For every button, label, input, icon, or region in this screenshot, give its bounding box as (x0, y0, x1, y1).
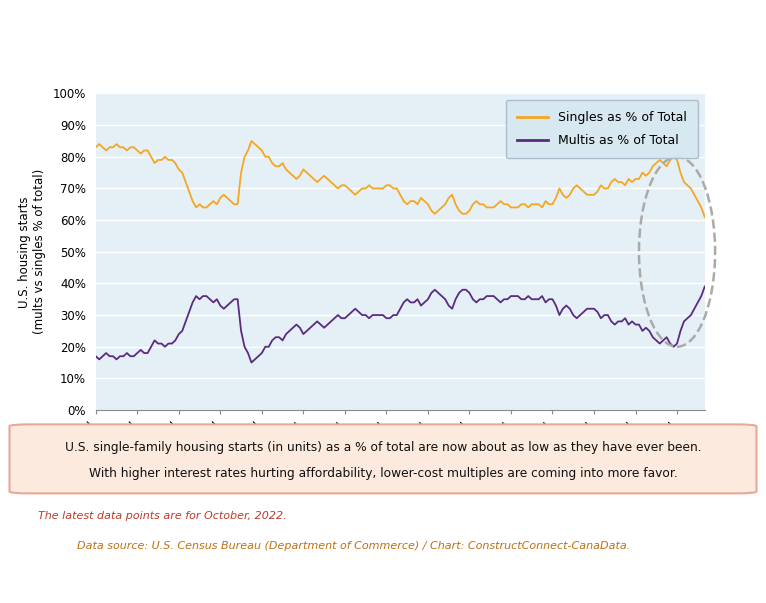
Multis as % of Total (91, 353, 100, 360)
Line: Singles as % of Total: Singles as % of Total (96, 141, 705, 217)
Singles as % of Total (614, 178, 623, 186)
Singles as % of Total (91, 144, 100, 151)
Text: Data source: U.S. Census Bureau (Department of Commerce) / Chart: ConstructConne: Data source: U.S. Census Bureau (Departm… (77, 541, 630, 551)
Singles as % of Total (700, 213, 709, 221)
Text: U.S. single-family housing starts (in units) as a % of total are now about as lo: U.S. single-family housing starts (in un… (64, 441, 702, 454)
Multis as % of Total (700, 283, 709, 290)
Y-axis label: U.S. housing starts
(mults vs singles % of total): U.S. housing starts (mults vs singles % … (18, 169, 46, 335)
Text: U.S. SINGLE-FAMILY & MULTI-FAMILY HOUSING STARTS: U.S. SINGLE-FAMILY & MULTI-FAMILY HOUSIN… (110, 22, 656, 40)
Multis as % of Total (468, 295, 477, 303)
Multis as % of Total (267, 336, 277, 344)
Singles as % of Total (454, 207, 463, 214)
FancyBboxPatch shape (9, 425, 757, 493)
Multis as % of Total (614, 318, 623, 325)
Text: With higher interest rates hurting affordability, lower-cost multiples are comin: With higher interest rates hurting affor… (89, 467, 677, 481)
Text: SEASONALLY ADJUSTED AT ANNUAL RATES (SAAR) – SHARES OF TOTAL: SEASONALLY ADJUSTED AT ANNUAL RATES (SAA… (136, 52, 630, 65)
X-axis label: Year and month: Year and month (341, 449, 460, 462)
Multis as % of Total (538, 292, 547, 300)
Singles as % of Total (247, 137, 256, 145)
Line: Multis as % of Total: Multis as % of Total (96, 286, 705, 362)
Multis as % of Total (247, 359, 256, 366)
Singles as % of Total (288, 172, 297, 180)
Legend: Singles as % of Total, Multis as % of Total: Singles as % of Total, Multis as % of To… (506, 99, 699, 158)
Singles as % of Total (468, 201, 477, 208)
Text: The latest data points are for October, 2022.: The latest data points are for October, … (38, 511, 287, 520)
Multis as % of Total (288, 324, 297, 332)
Multis as % of Total (454, 289, 463, 297)
Singles as % of Total (267, 160, 277, 167)
Singles as % of Total (538, 204, 547, 211)
